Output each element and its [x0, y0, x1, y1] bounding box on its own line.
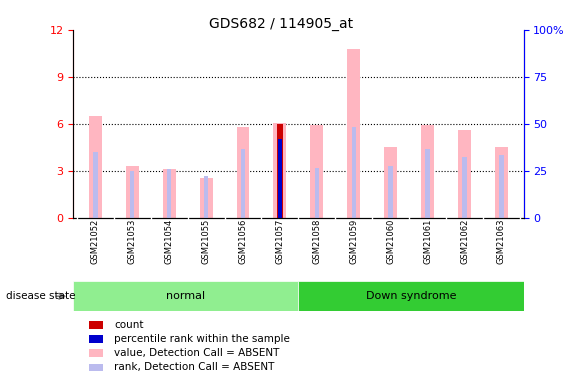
Text: percentile rank within the sample: percentile rank within the sample [114, 334, 290, 344]
Bar [241, 149, 245, 217]
Text: GSM21059: GSM21059 [349, 219, 358, 264]
Bar [278, 141, 282, 218]
Text: rank, Detection Call = ABSENT: rank, Detection Call = ABSENT [114, 363, 274, 372]
Text: GSM21056: GSM21056 [239, 219, 248, 264]
Text: GSM21060: GSM21060 [386, 219, 395, 264]
Bar [236, 127, 249, 218]
Text: GSM21053: GSM21053 [128, 219, 137, 264]
Bar [458, 130, 471, 218]
Bar [89, 335, 104, 343]
Text: GSM21058: GSM21058 [312, 219, 321, 264]
Bar [426, 149, 430, 217]
Text: GSM21054: GSM21054 [164, 219, 173, 264]
Text: value, Detection Call = ABSENT: value, Detection Call = ABSENT [114, 348, 279, 358]
Text: GSM21057: GSM21057 [275, 219, 284, 264]
Bar [204, 176, 208, 218]
Bar [421, 125, 434, 218]
Bar [167, 169, 171, 217]
Bar [200, 178, 213, 218]
Text: Down syndrome: Down syndrome [366, 291, 456, 301]
Bar [274, 123, 287, 218]
Bar [163, 169, 176, 217]
Text: GSM21052: GSM21052 [91, 219, 100, 264]
Bar [388, 166, 393, 218]
Text: GDS682 / 114905_at: GDS682 / 114905_at [209, 17, 354, 31]
Bar [126, 166, 138, 218]
Bar [276, 124, 283, 218]
Bar [93, 152, 97, 217]
Bar [89, 116, 102, 218]
Text: GSM21062: GSM21062 [460, 219, 469, 264]
Bar [89, 321, 104, 329]
Bar [315, 168, 319, 217]
Bar [89, 363, 104, 371]
Text: GSM21063: GSM21063 [497, 219, 506, 264]
Bar [310, 125, 323, 218]
Text: GSM21055: GSM21055 [202, 219, 211, 264]
Text: GSM21061: GSM21061 [423, 219, 432, 264]
Bar [495, 147, 508, 218]
Bar [278, 140, 282, 218]
Bar [298, 281, 524, 311]
Bar [499, 155, 504, 218]
Bar [73, 281, 298, 311]
Bar [130, 171, 135, 217]
Bar [347, 49, 360, 217]
Text: count: count [114, 320, 144, 330]
Bar [462, 157, 467, 218]
Bar [384, 147, 397, 218]
Bar [351, 127, 356, 218]
Bar [89, 350, 104, 357]
Text: disease state: disease state [6, 291, 75, 301]
Text: normal: normal [166, 291, 205, 301]
